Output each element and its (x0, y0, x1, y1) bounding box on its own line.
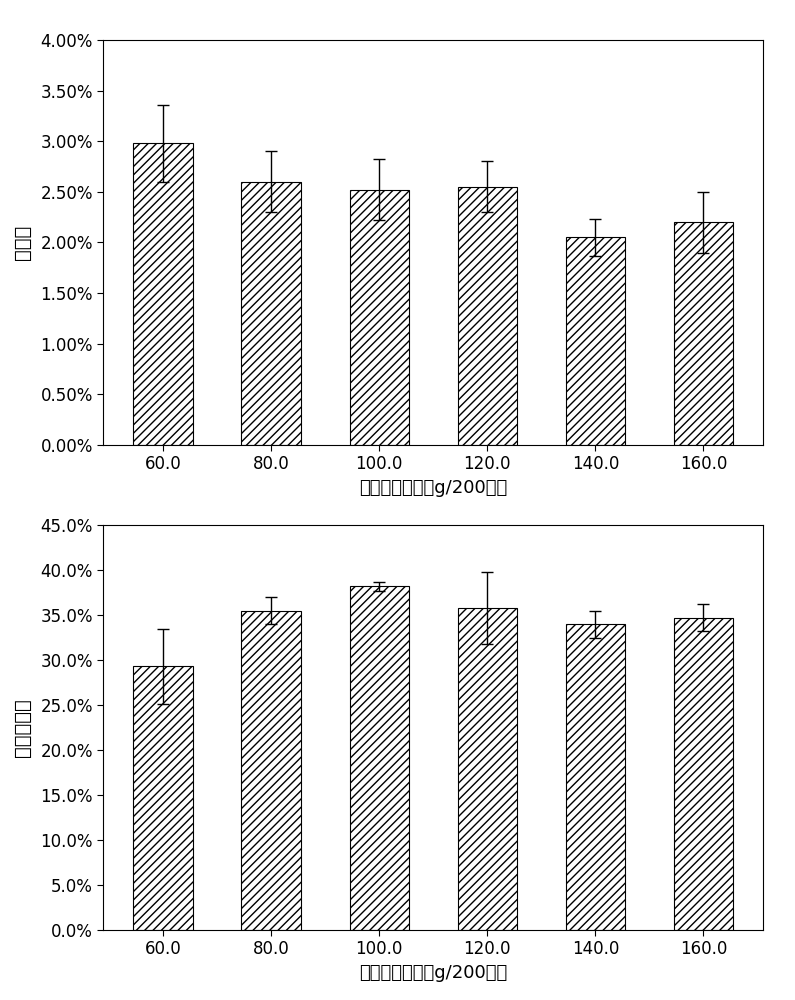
Bar (458, 187, 517, 445)
Bar (673, 222, 733, 445)
Y-axis label: 物料减少率: 物料减少率 (13, 698, 32, 757)
Bar (458, 608, 517, 930)
Bar (673, 618, 733, 930)
Bar (134, 666, 193, 930)
Bar (134, 143, 193, 445)
Y-axis label: 转化率: 转化率 (13, 225, 32, 260)
X-axis label: 干菇根添加量（g/200条）: 干菇根添加量（g/200条） (359, 964, 507, 982)
Bar (566, 624, 625, 930)
Bar (350, 190, 409, 445)
Bar (242, 182, 301, 445)
Bar (566, 237, 625, 445)
Bar (242, 610, 301, 930)
Bar (350, 586, 409, 930)
X-axis label: 干菇根添加量（g/200条）: 干菇根添加量（g/200条） (359, 479, 507, 497)
